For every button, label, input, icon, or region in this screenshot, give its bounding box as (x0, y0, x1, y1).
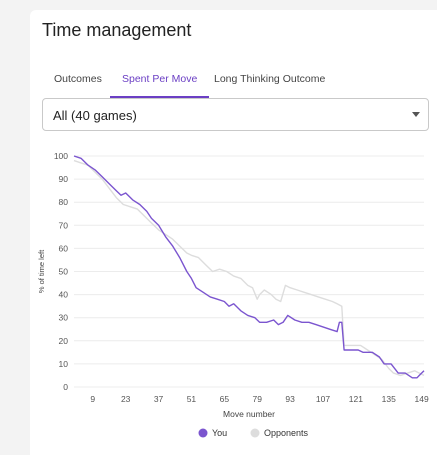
y-tick-label: 10 (59, 359, 69, 369)
tab-outcomes[interactable]: Outcomes (54, 73, 102, 85)
x-tick-label: 121 (349, 394, 363, 404)
y-tick-label: 20 (59, 336, 69, 346)
y-tick-label: 30 (59, 313, 69, 323)
y-tick-label: 100 (54, 151, 68, 161)
x-tick-label: 93 (285, 394, 295, 404)
x-tick-label: 149 (415, 394, 429, 404)
x-tick-label: 9 (90, 394, 95, 404)
legend-label-opponents: Opponents (264, 428, 309, 438)
series-line-you (73, 155, 425, 379)
y-tick-label: 90 (59, 174, 69, 184)
legend-marker-opponents (250, 428, 260, 438)
y-axis-title: % of time left (37, 249, 46, 293)
y-tick-label: 80 (59, 197, 69, 207)
legend-label-you: You (212, 428, 227, 438)
x-tick-label: 51 (187, 394, 197, 404)
x-tick-label: 107 (316, 394, 330, 404)
chevron-down-icon (412, 112, 420, 117)
x-tick-label: 23 (121, 394, 131, 404)
tab-bar: Outcomes Spent Per Move Long Thinking Ou… (30, 62, 437, 98)
x-tick-label: 65 (220, 394, 230, 404)
time-spent-chart: 0 10 20 30 40 50 60 70 80 90 100 9 23 37 51 65 79 93 107 12… (37, 151, 429, 438)
time-management-card: Time management Outcomes Spent Per Move … (30, 10, 437, 455)
y-tick-label: 50 (59, 267, 69, 277)
y-tick-label: 60 (59, 243, 69, 253)
y-tick-label: 70 (59, 220, 69, 230)
tab-long-thinking-outcome[interactable]: Long Thinking Outcome (214, 73, 326, 85)
legend-marker-you (198, 428, 208, 438)
series-line-opponents (73, 159, 425, 377)
x-tick-label: 135 (382, 394, 396, 404)
x-tick-label: 79 (252, 394, 262, 404)
games-filter-select[interactable]: All (40 games) (42, 98, 429, 131)
card-title: Time management (42, 20, 192, 40)
y-tick-label: 40 (59, 290, 69, 300)
x-axis-title: Move number (223, 409, 275, 419)
tab-spent-per-move[interactable]: Spent Per Move (110, 62, 210, 98)
y-tick-label: 0 (63, 382, 68, 392)
x-tick-label: 37 (154, 394, 164, 404)
games-filter-value: All (40 games) (53, 108, 137, 123)
